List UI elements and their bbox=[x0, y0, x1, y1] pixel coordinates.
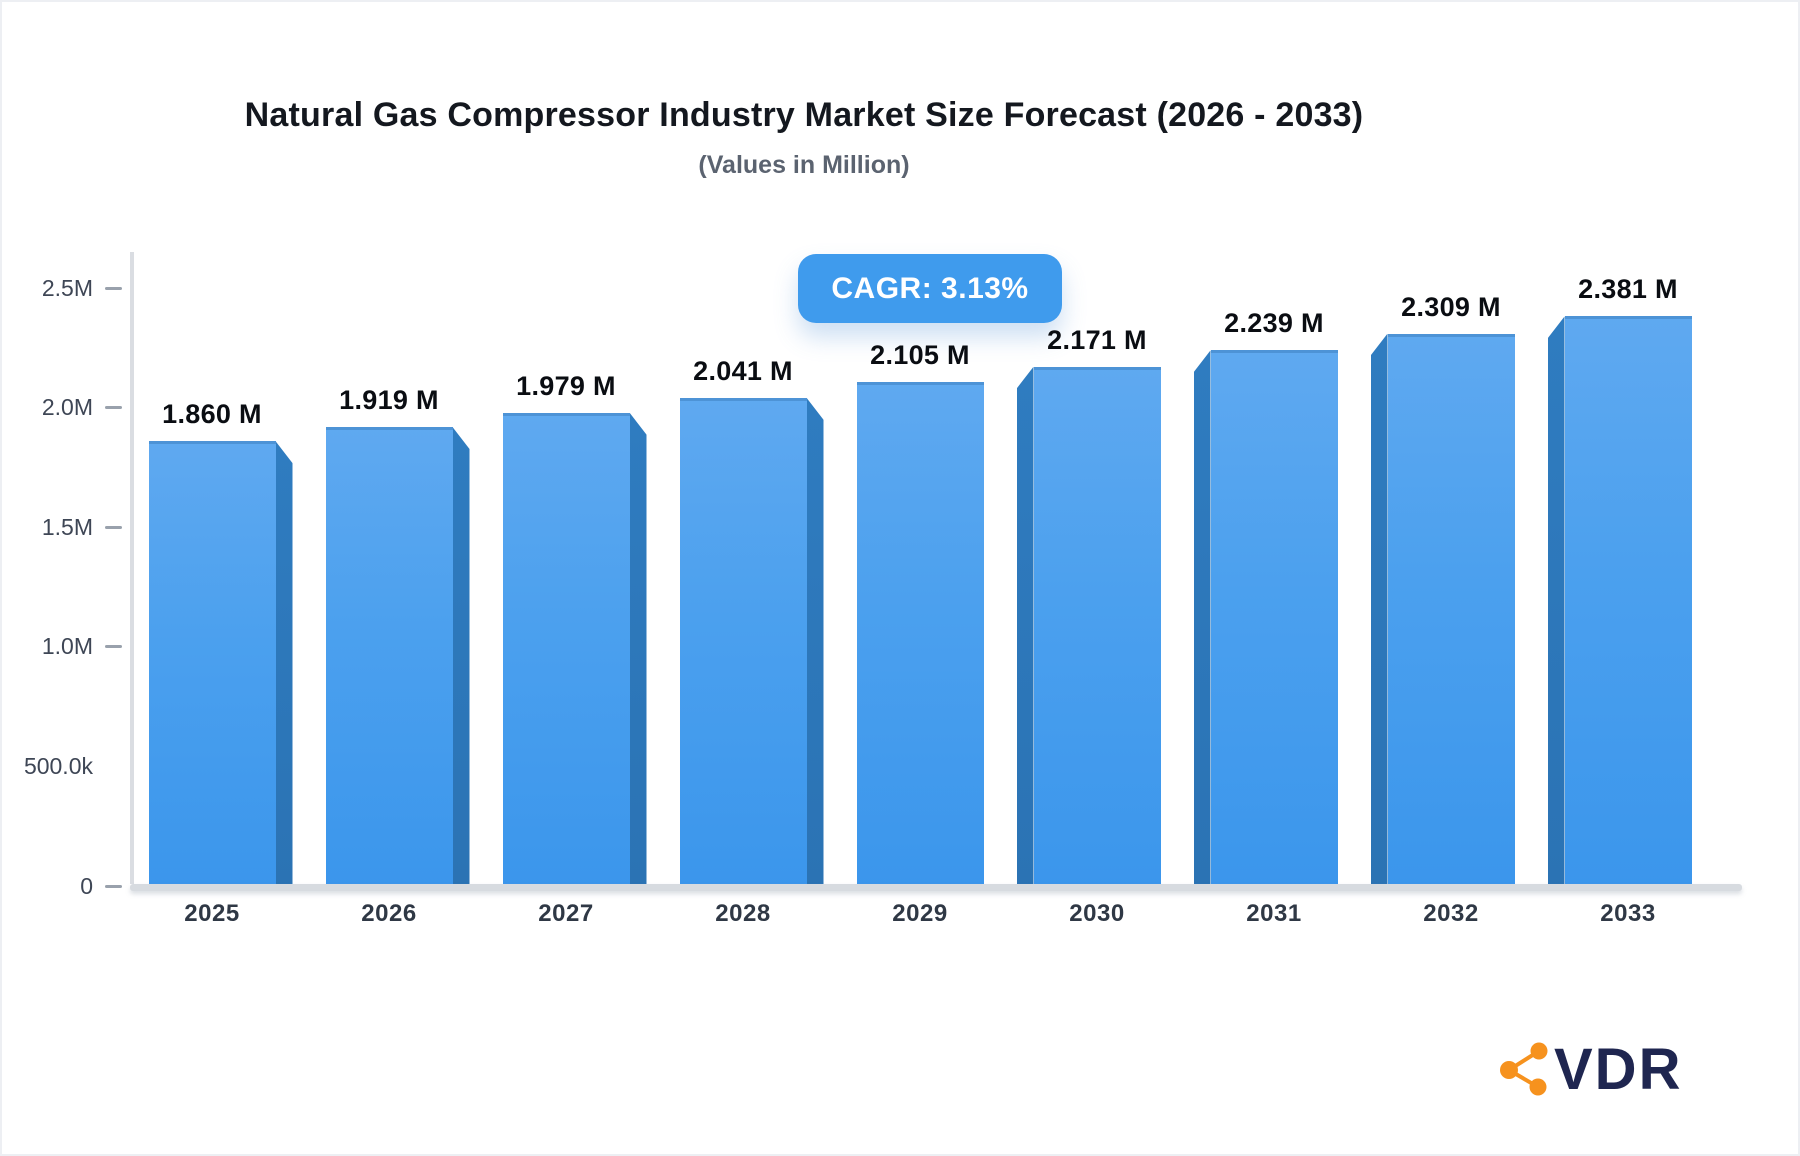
x-tick-label: 2033 bbox=[1600, 900, 1656, 927]
y-tick-label: 2.5M bbox=[41, 274, 93, 301]
bar-side-face bbox=[1547, 316, 1565, 886]
x-tick-label: 2027 bbox=[538, 900, 594, 927]
bar-side-face bbox=[806, 397, 824, 886]
bar-side-face bbox=[275, 441, 293, 886]
x-tick-label: 2028 bbox=[715, 900, 771, 927]
y-tick-dash bbox=[105, 525, 122, 529]
y-tick-label: 1.0M bbox=[41, 633, 93, 660]
cagr-badge-label: CAGR: 3.13% bbox=[831, 271, 1029, 305]
x-tick-label: 2029 bbox=[892, 900, 948, 927]
bar-value-label: 2.105 M bbox=[870, 340, 970, 371]
bar-2033 bbox=[1564, 316, 1692, 886]
y-tick: 0 bbox=[0, 870, 122, 902]
bar-side-face bbox=[629, 412, 647, 886]
chart-subtitle: (Values in Million) bbox=[698, 151, 910, 179]
y-tick-dash bbox=[105, 406, 122, 410]
x-tick-label: 2025 bbox=[184, 900, 240, 927]
bar-value-label: 2.309 M bbox=[1401, 291, 1501, 322]
bar-value-label: 1.979 M bbox=[516, 370, 616, 401]
y-tick-label: 0 bbox=[80, 872, 93, 899]
y-tick: 1.5M bbox=[0, 511, 122, 543]
y-tick-label: 2.0M bbox=[41, 394, 93, 421]
x-tick-label: 2030 bbox=[1069, 900, 1125, 927]
x-tick-label: 2031 bbox=[1246, 900, 1302, 927]
bar-side-face bbox=[1016, 366, 1034, 886]
vdr-logo-text: VDR bbox=[1554, 1037, 1683, 1102]
bar-value-label: 2.041 M bbox=[693, 355, 793, 386]
bar-value-label: 2.381 M bbox=[1578, 274, 1678, 305]
bar-value-label: 2.239 M bbox=[1224, 308, 1324, 339]
vdr-logo: VDR bbox=[1498, 1036, 1682, 1103]
x-axis-baseline bbox=[130, 884, 1742, 891]
y-axis-line bbox=[130, 252, 134, 884]
share-network-icon bbox=[1500, 1042, 1548, 1095]
y-tick-label: 500.0k bbox=[23, 752, 93, 779]
bar-2029 bbox=[856, 382, 984, 886]
y-tick: 2.0M bbox=[0, 392, 122, 424]
y-tick-dash bbox=[105, 286, 122, 290]
bar-2032 bbox=[1387, 333, 1515, 886]
bar-side-face bbox=[452, 426, 470, 886]
y-tick-dash bbox=[105, 884, 122, 888]
y-tick: 500.0k bbox=[0, 750, 122, 782]
bar-2027 bbox=[502, 412, 630, 886]
chart-title: Natural Gas Compressor Industry Market S… bbox=[244, 96, 1364, 134]
bar-value-label: 1.860 M bbox=[162, 399, 262, 430]
y-tick: 1.0M bbox=[0, 631, 122, 663]
y-tick-label: 1.5M bbox=[41, 513, 93, 540]
bar-side-face bbox=[1370, 333, 1388, 886]
bar-value-label: 2.171 M bbox=[1047, 324, 1147, 355]
bar-2030 bbox=[1033, 366, 1161, 886]
y-tick-dash bbox=[105, 645, 122, 649]
bar-value-label: 1.919 M bbox=[339, 384, 439, 415]
x-tick-label: 2026 bbox=[361, 900, 417, 927]
chart-header: Natural Gas Compressor Industry Market S… bbox=[0, 96, 1608, 180]
bar-2028 bbox=[679, 397, 807, 886]
cagr-badge: CAGR: 3.13% bbox=[798, 254, 1062, 323]
bar-2026 bbox=[325, 426, 453, 886]
bar-side-face bbox=[1193, 350, 1211, 886]
x-tick-label: 2032 bbox=[1423, 900, 1479, 927]
bar-2025 bbox=[148, 441, 276, 886]
bar-2031 bbox=[1210, 350, 1338, 886]
y-tick: 2.5M bbox=[0, 272, 122, 304]
